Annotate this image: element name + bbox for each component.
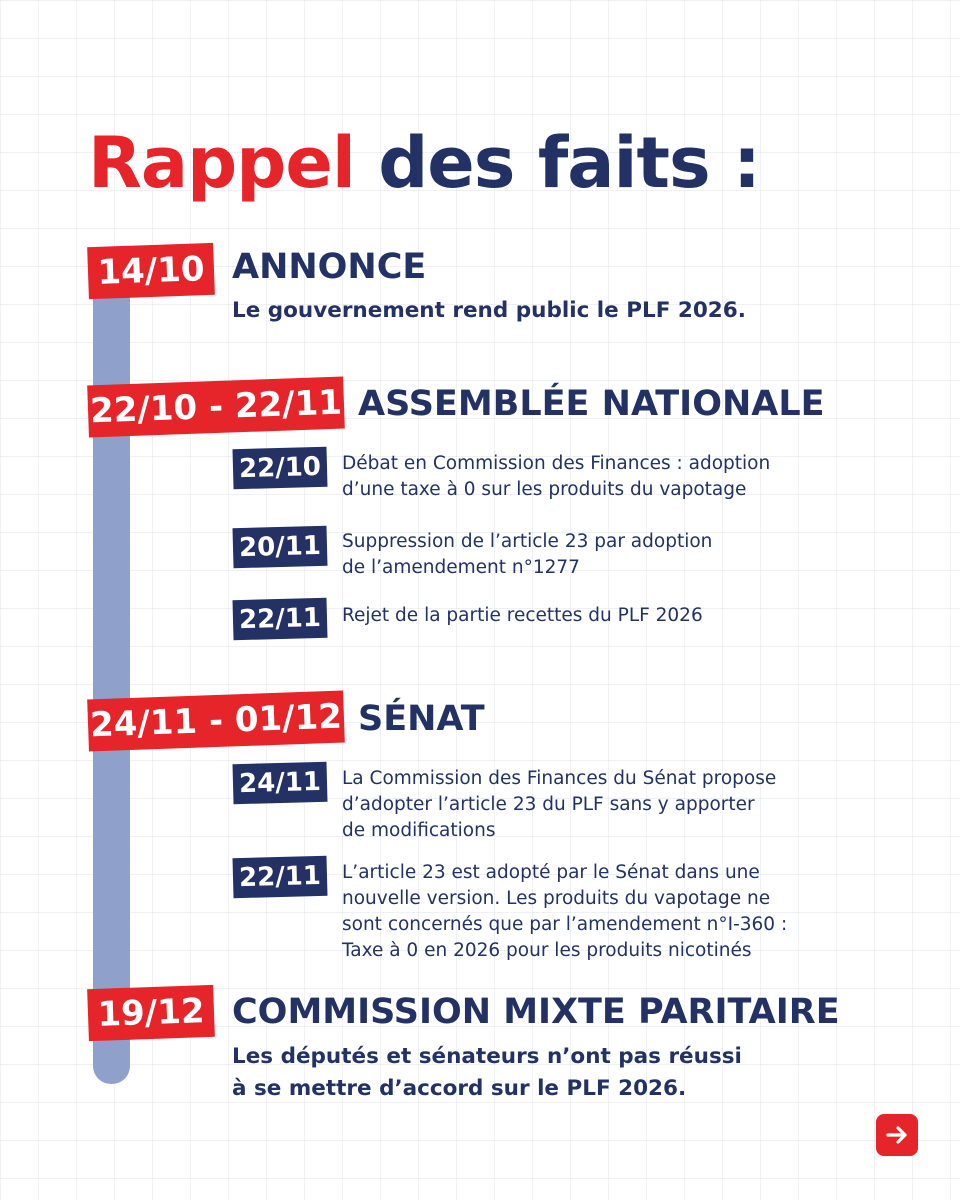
date-tag-assemblee: 22/10 - 22/11 xyxy=(87,376,345,438)
event-text-senat-1-line2: d’adopter l’article 23 du PLF sans y app… xyxy=(342,794,755,815)
event-tag-an-3: 22/11 xyxy=(232,597,328,641)
date-tag-annonce-text: 14/10 xyxy=(96,249,206,293)
cmp-description-line1: Les députés et sénateurs n’ont pas réuss… xyxy=(232,1044,742,1069)
date-tag-cmp-text: 19/12 xyxy=(96,991,206,1035)
event-text-an-3: Rejet de la partie recettes du PLF 2026 xyxy=(342,603,703,629)
event-text-an-2: Suppression de l’article 23 par adoption… xyxy=(342,529,712,581)
event-text-an-1: Débat en Commission des Finances : adopt… xyxy=(342,451,770,503)
event-tag-senat-1: 24/11 xyxy=(232,761,328,805)
event-tag-senat-2-text: 22/11 xyxy=(238,860,322,894)
title-highlight: Rappel xyxy=(88,122,356,204)
event-text-an-2-line2: de l’amendement n°1277 xyxy=(342,557,580,578)
cmp-description-line2: à se mettre d’accord sur le PLF 2026. xyxy=(232,1076,687,1101)
heading-annonce: ANNONCE xyxy=(232,247,427,287)
date-tag-cmp: 19/12 xyxy=(87,984,215,1042)
event-tag-senat-1-text: 24/11 xyxy=(238,766,322,800)
event-text-senat-2-line1: L’article 23 est adopté par le Sénat dan… xyxy=(342,862,760,883)
page-title: Rappel des faits : xyxy=(88,122,761,204)
event-text-an-1-line2: d’une taxe à 0 sur les produits du vapot… xyxy=(342,479,747,500)
title-rest: des faits : xyxy=(378,122,761,204)
heading-assemblee-nationale: ASSEMBLÉE NATIONALE xyxy=(358,384,825,424)
date-tag-annonce: 14/10 xyxy=(87,242,215,300)
date-tag-assemblee-text: 22/10 - 22/11 xyxy=(89,382,343,432)
event-tag-an-2: 20/11 xyxy=(232,525,328,569)
annonce-description: Le gouvernement rend public le PLF 2026. xyxy=(232,298,746,323)
event-tag-an-1-text: 22/10 xyxy=(238,451,322,485)
heading-senat: SÉNAT xyxy=(358,699,485,739)
arrow-right-icon xyxy=(886,1126,907,1144)
event-text-senat-2-line2: nouvelle version. Les produits du vapota… xyxy=(342,888,771,909)
cmp-description: Les députés et sénateurs n’ont pas réuss… xyxy=(232,1041,742,1105)
date-tag-senat-text: 24/11 - 01/12 xyxy=(89,696,343,746)
event-text-senat-2-line3: sont concernés que par l’amendement n°I-… xyxy=(342,914,788,935)
event-tag-an-3-text: 22/11 xyxy=(238,602,322,636)
event-tag-an-2-text: 20/11 xyxy=(238,530,322,564)
event-text-an-2-line1: Suppression de l’article 23 par adoption xyxy=(342,531,713,552)
heading-commission-mixte-paritaire: COMMISSION MIXTE PARITAIRE xyxy=(232,992,840,1032)
date-tag-senat: 24/11 - 01/12 xyxy=(87,690,345,752)
event-tag-senat-2: 22/11 xyxy=(232,855,328,899)
event-text-senat-2-line4: Taxe à 0 en 2026 pour les produits nicot… xyxy=(342,940,752,961)
event-text-senat-2: L’article 23 est adopté par le Sénat dan… xyxy=(342,860,787,964)
event-text-an-1-line1: Débat en Commission des Finances : adopt… xyxy=(342,453,771,474)
event-text-an-3-line1: Rejet de la partie recettes du PLF 2026 xyxy=(342,605,703,626)
event-tag-an-1: 22/10 xyxy=(232,446,328,490)
event-text-senat-1-line1: La Commission des Finances du Sénat prop… xyxy=(342,768,777,789)
event-text-senat-1-line3: de modifications xyxy=(342,820,496,841)
event-text-senat-1: La Commission des Finances du Sénat prop… xyxy=(342,766,776,844)
next-button[interactable] xyxy=(876,1114,918,1156)
